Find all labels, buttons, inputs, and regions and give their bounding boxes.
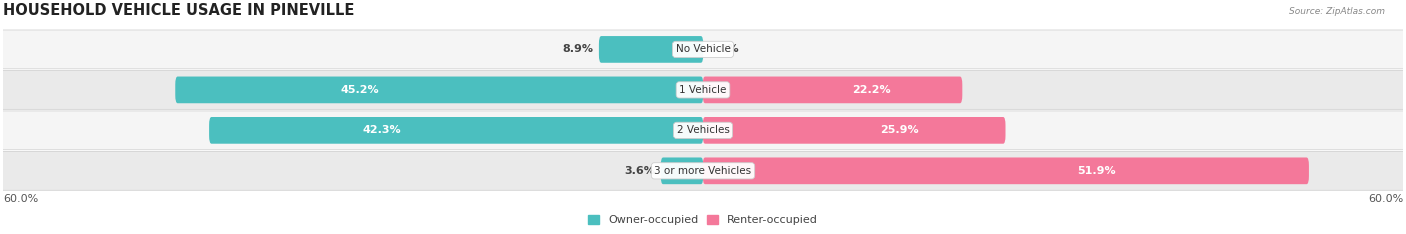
FancyBboxPatch shape — [703, 117, 1005, 144]
Text: 2 Vehicles: 2 Vehicles — [676, 125, 730, 135]
Text: 60.0%: 60.0% — [3, 194, 38, 204]
FancyBboxPatch shape — [0, 30, 1406, 69]
Text: 42.3%: 42.3% — [363, 125, 402, 135]
Text: Source: ZipAtlas.com: Source: ZipAtlas.com — [1289, 7, 1385, 16]
FancyBboxPatch shape — [176, 77, 703, 103]
FancyBboxPatch shape — [661, 157, 703, 184]
Text: 0.0%: 0.0% — [709, 44, 740, 55]
FancyBboxPatch shape — [703, 77, 962, 103]
Text: 1 Vehicle: 1 Vehicle — [679, 85, 727, 95]
Text: 45.2%: 45.2% — [340, 85, 380, 95]
Text: 60.0%: 60.0% — [1368, 194, 1403, 204]
FancyBboxPatch shape — [0, 70, 1406, 109]
FancyBboxPatch shape — [0, 151, 1406, 190]
Text: HOUSEHOLD VEHICLE USAGE IN PINEVILLE: HOUSEHOLD VEHICLE USAGE IN PINEVILLE — [3, 3, 354, 18]
FancyBboxPatch shape — [599, 36, 703, 63]
Text: 3.6%: 3.6% — [624, 166, 655, 176]
Legend: Owner-occupied, Renter-occupied: Owner-occupied, Renter-occupied — [583, 211, 823, 230]
Text: 25.9%: 25.9% — [880, 125, 918, 135]
FancyBboxPatch shape — [209, 117, 703, 144]
Text: 8.9%: 8.9% — [562, 44, 593, 55]
Text: 51.9%: 51.9% — [1077, 166, 1116, 176]
FancyBboxPatch shape — [703, 157, 1309, 184]
Text: No Vehicle: No Vehicle — [675, 44, 731, 55]
FancyBboxPatch shape — [0, 111, 1406, 150]
Text: 22.2%: 22.2% — [852, 85, 891, 95]
Text: 3 or more Vehicles: 3 or more Vehicles — [654, 166, 752, 176]
